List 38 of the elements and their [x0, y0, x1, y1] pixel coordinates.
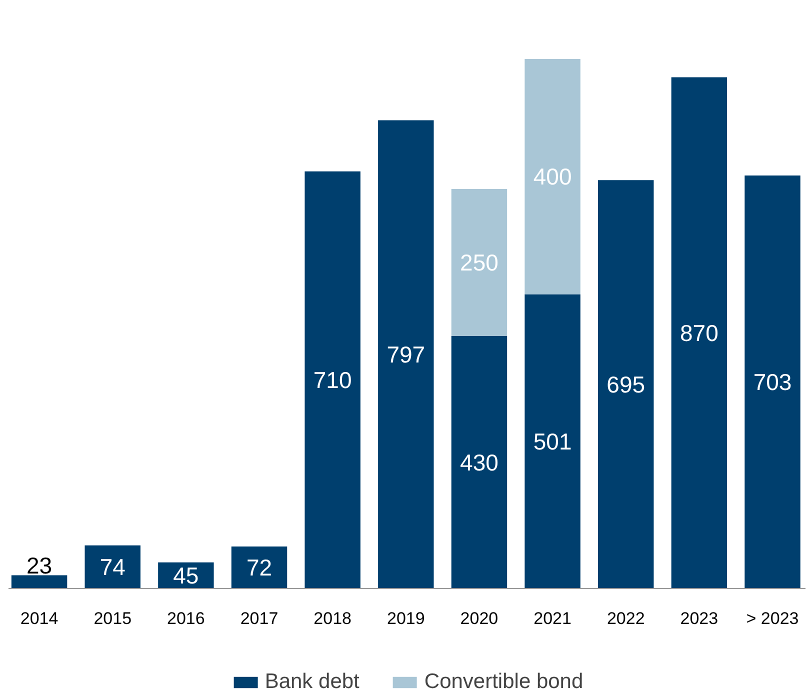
data-label: 72: [246, 554, 272, 581]
data-label: 797: [386, 342, 426, 368]
data-label: 74: [100, 554, 126, 580]
bar: [11, 575, 68, 589]
bar: [378, 120, 434, 589]
bar: [84, 545, 140, 589]
data-label: 870: [680, 320, 718, 346]
x-tick-label: 2020: [460, 608, 498, 628]
data-label: 501: [533, 428, 572, 455]
bar: [744, 175, 800, 589]
data-label: 710: [313, 367, 352, 394]
bar: [598, 180, 654, 589]
x-tick-label: 2016: [167, 608, 205, 628]
data-label: 430: [460, 449, 498, 476]
x-tick-label: 2018: [314, 608, 352, 628]
data-label: 703: [753, 369, 792, 396]
bar: [451, 336, 508, 589]
bar: [231, 546, 288, 589]
bar: [524, 294, 580, 589]
x-tick-label: > 2023: [746, 608, 799, 628]
x-tick-label: 2022: [606, 608, 645, 628]
x-tick-label: 2019: [386, 608, 425, 628]
bar: [524, 59, 580, 294]
data-label: 250: [460, 249, 498, 276]
x-tick-label: 2017: [240, 608, 278, 628]
bar: [671, 77, 728, 589]
x-tick-label: 2023: [680, 608, 718, 628]
data-label: 400: [533, 164, 572, 190]
legend-label: Bank debt: [264, 670, 360, 694]
legend-label: Convertible bond: [424, 670, 584, 694]
data-label: 23: [26, 552, 52, 578]
data-label: 695: [606, 372, 646, 398]
x-tick-label: 2021: [534, 608, 572, 628]
x-tick-label: 2015: [94, 608, 132, 628]
bar: [304, 171, 360, 589]
x-tick-label: 2014: [20, 608, 58, 628]
data-label: 45: [173, 562, 199, 589]
bar: [451, 188, 508, 336]
